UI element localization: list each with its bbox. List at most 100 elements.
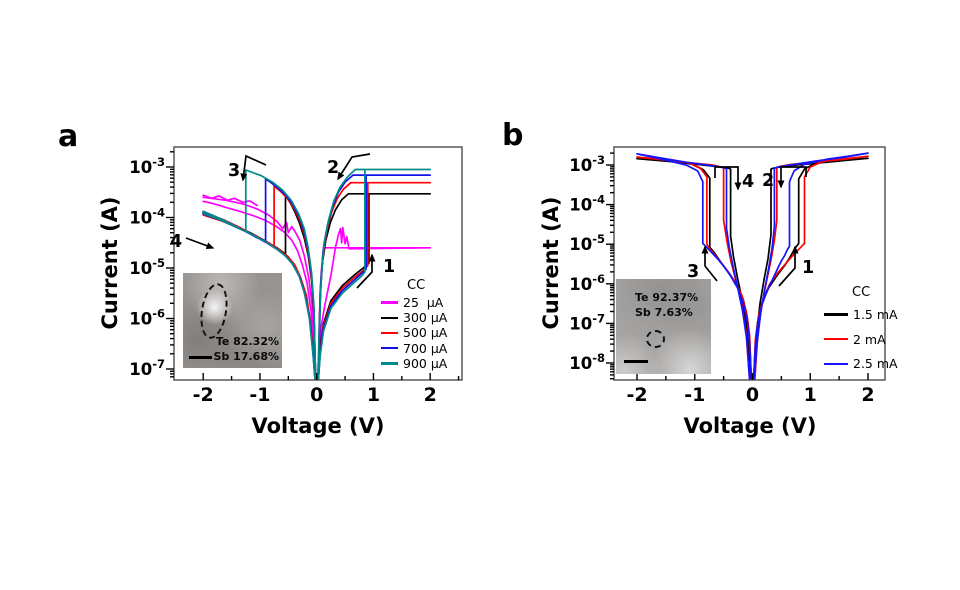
panel-a-annotations: 1 2 3 4 (170, 153, 395, 289)
sweep-annotation-4: 4 (170, 232, 182, 252)
sweep-arrow-3 (701, 245, 718, 282)
legend-entry-2.5mA: 2.5 mA (824, 352, 898, 377)
sweep-arrow-4 (185, 237, 215, 250)
dashed-circle-marker (646, 330, 665, 348)
y-tick-label: 10-5 (129, 256, 165, 278)
legend-entry-label: 900 μA (403, 355, 448, 371)
legend-entry-label: 25 μA (403, 295, 444, 311)
sweep-annotation-3: 3 (687, 262, 699, 282)
legend-entry-label: 500 μA (403, 325, 448, 341)
panel-b-frame (613, 146, 886, 381)
panel-a-scale-bar (189, 356, 212, 359)
legend-entry-label: 700 μA (403, 340, 448, 356)
x-tick-label: 2 (424, 384, 437, 406)
legend-line-swatch (381, 316, 398, 319)
legend-line-swatch (381, 301, 398, 304)
y-tick-label: 10-3 (569, 153, 605, 175)
panel-a-ticks (166, 151, 460, 380)
sweep-arrow-3 (240, 154, 267, 182)
legend-entry-300uA: 300 μA (381, 310, 447, 325)
x-tick-label: 0 (746, 384, 759, 406)
panel-b-legend-title: CC (852, 285, 871, 300)
panel-a-tick-labels: -2 -1 0 1 2 10-3 10-4 10-5 10-6 10-7 (129, 155, 437, 406)
legend-entry-500uA: 500 μA (381, 325, 447, 340)
sweep-annotation-1: 1 (802, 258, 814, 278)
legend-line-swatch (381, 331, 398, 335)
x-tick-label: 0 (310, 384, 323, 406)
y-tick-label: 10-6 (569, 272, 605, 294)
panel-a-sem-inset: Te 82.32% Sb 17.68% (183, 273, 282, 368)
y-tick-label: 10-5 (569, 232, 605, 254)
legend-entry-label: 300 μA (403, 310, 448, 326)
y-tick-label: 10-7 (129, 357, 165, 379)
series-900uA-segment-1 (202, 169, 317, 380)
y-tick-label: 10-3 (129, 155, 165, 177)
sweep-annotation-2: 2 (327, 158, 339, 178)
sweep-annotation-2: 2 (762, 171, 774, 191)
legend-line-swatch (381, 346, 398, 350)
panel-b-composition-sb: Sb 7.63% (635, 305, 693, 319)
series-1.5mA-segment-0 (752, 157, 869, 380)
x-tick-label: -2 (193, 384, 214, 406)
legend-line-swatch (824, 338, 848, 341)
legend-line-swatch (381, 362, 398, 365)
panel-a-series (202, 168, 432, 380)
sweep-arrow-2 (337, 153, 371, 181)
y-tick-label: 10-4 (569, 193, 605, 215)
panel-b-y-axis-title: Current (A) (539, 196, 563, 330)
legend-entry-25uA: 25 μA (381, 295, 447, 310)
series-2.5mA-segment-0 (752, 152, 869, 380)
x-tick-label: 2 (861, 384, 874, 406)
series-25uA-segment-3 (202, 194, 258, 207)
legend-entry-2mA: 2 mA (824, 327, 898, 352)
series-900uA-segment-0 (317, 168, 432, 380)
y-tick-label: 10-8 (569, 351, 605, 373)
panel-a-y-axis-title: Current (A) (98, 196, 122, 330)
legend-line-swatch (824, 313, 848, 316)
panel-a-composition-sb: Sb 17.68% (213, 349, 279, 363)
sweep-arrow-2 (777, 166, 807, 189)
panel-a-label: a (58, 119, 79, 154)
legend-entry-700uA: 700 μA (381, 341, 447, 356)
panel-b-sem-inset: Te 92.37% Sb 7.63% (616, 279, 711, 374)
sweep-annotation-4: 4 (742, 172, 754, 192)
panel-a-frame (173, 146, 463, 381)
panel-a-x-axis-title: Voltage (V) (251, 414, 385, 438)
panel-b-series (636, 152, 869, 380)
panel-a-legend-rows: 25 μA 300 μA 500 μA 700 μA 900 μA (381, 295, 447, 371)
panel-b-annotations: 1 2 3 4 (687, 166, 814, 287)
panel-b-ticks (606, 152, 869, 380)
panel-b-plot: -2 -1 0 1 2 10-3 10-4 10-5 10-6 10-7 10-8 1 2 3 4 (569, 146, 886, 406)
sweep-arrow-1 (356, 253, 376, 289)
panel-b-scale-bar (624, 360, 648, 363)
panel-a-composition-te: Te 82.32% (215, 335, 279, 348)
legend-entry-label: 2 mA (853, 331, 886, 347)
legend-entry-label: 1.5 mA (853, 306, 898, 322)
y-tick-label: 10-7 (569, 311, 605, 333)
panel-b-legend-rows: 1.5 mA 2 mA 2.5 mA (824, 302, 898, 376)
panel-a-legend: CC 25 μA 300 μA 500 μA 700 μA 900 μA (381, 278, 447, 371)
x-tick-label: -1 (249, 384, 270, 406)
dashed-ellipse-marker (196, 281, 232, 341)
panel-b-x-axis-title: Voltage (V) (683, 414, 817, 438)
sweep-annotation-1: 1 (383, 257, 395, 277)
panel-b-label: b (502, 118, 524, 153)
legend-entry-label: 2.5 mA (853, 356, 898, 372)
sweep-annotation-3: 3 (228, 161, 240, 181)
sweep-arrow-1 (778, 245, 799, 287)
series-25uA-segment-1 (202, 196, 317, 380)
x-tick-label: -2 (626, 384, 647, 406)
panel-b-tick-labels: -2 -1 0 1 2 10-3 10-4 10-5 10-6 10-7 10-8 (569, 153, 874, 406)
panel-b-composition-te: Te 92.37% (635, 291, 699, 304)
y-tick-label: 10-6 (129, 307, 165, 329)
legend-entry-900uA: 900 μA (381, 356, 447, 371)
x-tick-label: 1 (804, 384, 817, 406)
panel-a-legend-title: CC (407, 278, 426, 293)
x-tick-label: 1 (367, 384, 380, 406)
panel-b-legend: CC 1.5 mA 2 mA 2.5 mA (824, 285, 898, 376)
panel-a-plot: -2 -1 0 1 2 10-3 10-4 10-5 10-6 10-7 1 2 3 4 (129, 146, 463, 406)
y-tick-label: 10-4 (129, 206, 165, 228)
sweep-arrow-4 (714, 166, 742, 191)
